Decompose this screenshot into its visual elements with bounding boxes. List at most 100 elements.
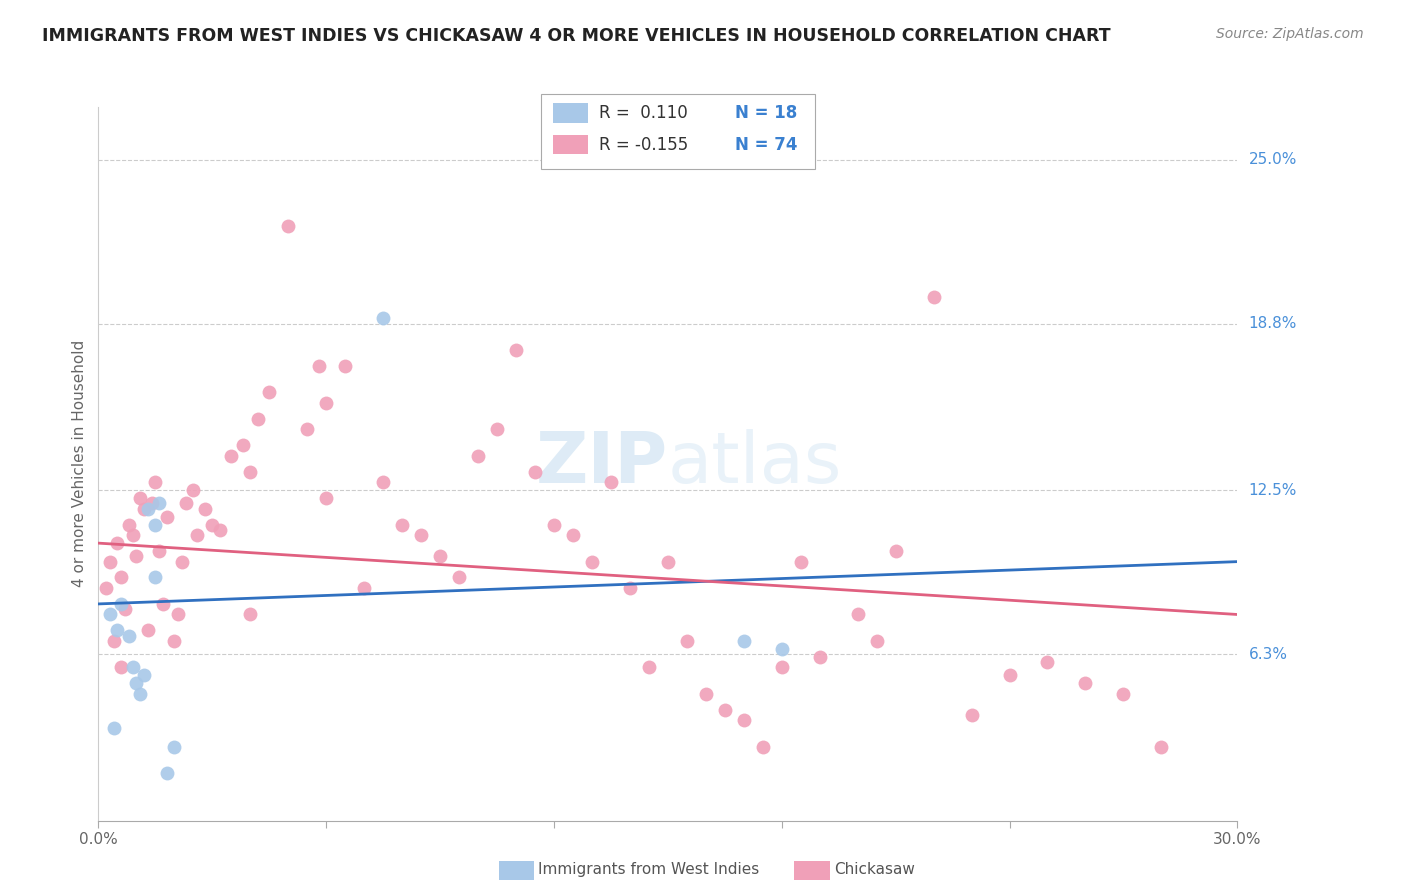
Point [486, 422, 509, 436]
Point [315, 396, 337, 410]
Point [1036, 655, 1059, 669]
Point [98, 607, 121, 622]
Point [208, 523, 231, 537]
Text: 18.8%: 18.8% [1249, 317, 1298, 331]
Point [107, 536, 129, 550]
Point [156, 766, 179, 780]
Point [232, 438, 254, 452]
Point [98, 555, 121, 569]
Point [259, 385, 281, 400]
Point [391, 517, 413, 532]
Point [183, 483, 205, 498]
Text: Chickasaw: Chickasaw [834, 863, 915, 877]
Point [638, 660, 661, 674]
Text: R =  0.110: R = 0.110 [599, 104, 688, 122]
Point [600, 475, 623, 490]
Point [239, 607, 262, 622]
Point [562, 528, 585, 542]
Point [156, 509, 179, 524]
Point [145, 570, 167, 584]
Point [297, 422, 319, 436]
Point [194, 501, 217, 516]
Point [770, 660, 793, 674]
Point [121, 528, 143, 542]
Point [808, 649, 831, 664]
Text: 12.5%: 12.5% [1249, 483, 1298, 498]
Text: 6.3%: 6.3% [1249, 647, 1288, 662]
Point [118, 517, 141, 532]
Point [353, 581, 375, 595]
Point [114, 602, 136, 616]
Point [141, 496, 163, 510]
Text: atlas: atlas [668, 429, 842, 499]
Point [960, 707, 983, 722]
Point [1074, 676, 1097, 690]
Point [221, 449, 243, 463]
Point [429, 549, 451, 564]
Point [110, 570, 132, 584]
Point [201, 517, 224, 532]
Point [998, 668, 1021, 682]
Point [922, 290, 945, 304]
Point [110, 597, 132, 611]
Point [148, 496, 170, 510]
Point [770, 641, 793, 656]
Point [371, 475, 394, 490]
Point [103, 721, 125, 735]
Point [94, 581, 117, 595]
Y-axis label: 4 or more Vehicles in Household: 4 or more Vehicles in Household [72, 340, 87, 588]
Point [121, 660, 143, 674]
Point [335, 359, 357, 373]
Point [277, 219, 299, 233]
Point [411, 528, 433, 542]
Point [695, 687, 717, 701]
Point [733, 713, 755, 727]
Point [110, 660, 132, 674]
Text: R = -0.155: R = -0.155 [599, 136, 688, 153]
Point [167, 607, 190, 622]
Point [145, 517, 167, 532]
Point [524, 465, 547, 479]
Point [103, 634, 125, 648]
Point [129, 491, 152, 506]
Point [790, 555, 813, 569]
Point [676, 634, 699, 648]
Point [170, 555, 193, 569]
Point [657, 555, 679, 569]
Point [619, 581, 641, 595]
Text: ZIP: ZIP [536, 429, 668, 499]
Point [1150, 739, 1173, 754]
Point [447, 570, 470, 584]
Point [125, 549, 148, 564]
Text: N = 74: N = 74 [735, 136, 797, 153]
Point [246, 412, 269, 426]
Point [148, 544, 170, 558]
Point [884, 544, 907, 558]
Point [186, 528, 208, 542]
Point [174, 496, 197, 510]
Point [132, 668, 155, 682]
Point [152, 597, 174, 611]
Point [846, 607, 869, 622]
Point [118, 629, 141, 643]
Point [163, 739, 186, 754]
Point [714, 703, 737, 717]
Point [467, 449, 489, 463]
Point [107, 624, 129, 638]
Point [239, 465, 262, 479]
Text: N = 18: N = 18 [735, 104, 797, 122]
Text: Immigrants from West Indies: Immigrants from West Indies [538, 863, 759, 877]
Point [136, 624, 159, 638]
Point [371, 311, 394, 326]
Text: Source: ZipAtlas.com: Source: ZipAtlas.com [1216, 27, 1364, 41]
Point [129, 687, 152, 701]
Point [145, 475, 167, 490]
Point [315, 491, 337, 506]
Point [163, 634, 186, 648]
Point [1112, 687, 1135, 701]
Point [866, 634, 889, 648]
Point [308, 359, 330, 373]
Text: 25.0%: 25.0% [1249, 153, 1298, 168]
Point [132, 501, 155, 516]
Point [505, 343, 527, 358]
